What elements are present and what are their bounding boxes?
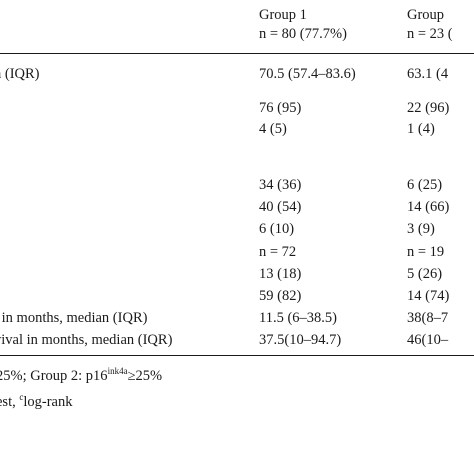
group1-header: Group 1: [259, 7, 307, 23]
row-group2-value: 5 (26): [407, 266, 443, 282]
row-group2-value: 14 (74): [407, 288, 450, 304]
row-group2-value: 6 (25): [407, 177, 443, 193]
row-group2-value: 63.1 (4: [407, 66, 449, 82]
row-label: l in months, median (IQR): [0, 310, 148, 326]
row-group1-value: 40 (54): [259, 199, 302, 215]
group1-count: n = 80 (77.7%): [259, 26, 347, 42]
row-group1-value: 34 (36): [259, 177, 302, 193]
row-group2-value: n = 19: [407, 244, 445, 260]
row-group1-value: n = 72: [259, 244, 297, 260]
row-label: vival in months, median (IQR): [0, 332, 173, 348]
row-group1-value: 70.5 (57.4–83.6): [259, 66, 356, 82]
row-group1-value: 59 (82): [259, 288, 302, 304]
row-group2-value: 3 (9): [407, 221, 435, 237]
row-group1-value: 6 (10): [259, 221, 295, 237]
group2-header: Group: [407, 7, 445, 23]
row-group2-value: 22 (96): [407, 100, 450, 116]
row-group1-value: 76 (95): [259, 100, 302, 116]
row-group2-value: 1 (4): [407, 121, 435, 137]
row-group2-value: 14 (66): [407, 199, 450, 215]
row-label: n (IQR): [0, 66, 40, 82]
header-rule: [0, 53, 474, 54]
row-group1-value: 11.5 (6–38.5): [259, 310, 337, 326]
bottom-rule: [0, 355, 474, 356]
row-group1-value: 37.5(10–94.7): [259, 332, 342, 348]
footnote-tests: est, clog-rank: [0, 392, 73, 411]
row-group1-value: 13 (18): [259, 266, 302, 282]
group2-count: n = 23 (: [407, 26, 453, 42]
footnote-groups: 25%; Group 2: p16ink4a≥25%: [0, 366, 163, 385]
row-group2-value: 46(10–: [407, 332, 449, 348]
row-group2-value: 38(8–7: [407, 310, 449, 326]
row-group1-value: 4 (5): [259, 121, 287, 137]
